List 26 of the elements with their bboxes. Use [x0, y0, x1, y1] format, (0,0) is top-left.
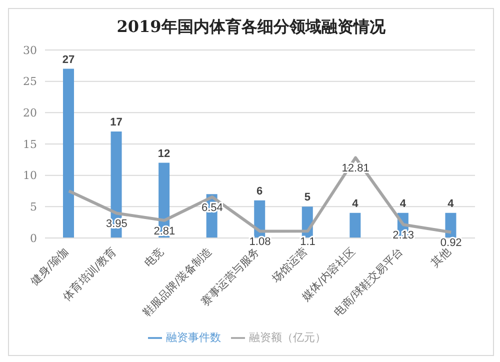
bar [445, 212, 456, 238]
data-label: 4 [448, 198, 455, 210]
y-tick-label: 0 [30, 232, 37, 245]
legend-label: 融资额（亿元） [249, 331, 326, 344]
y-tick-label: 15 [23, 138, 37, 151]
y-tick-label: 5 [30, 200, 37, 214]
data-label: 17 [110, 116, 122, 128]
x-tick-label: 电竞 [142, 244, 167, 270]
y-tick-label: 30 [23, 44, 37, 57]
data-label: 4 [400, 198, 407, 210]
data-label: 12.81 [342, 162, 370, 175]
data-label: 5 [304, 192, 310, 204]
x-tick-label: 健身/瑜伽 [28, 244, 72, 288]
data-label: 2.13 [392, 230, 414, 242]
data-label: 27 [62, 54, 75, 66]
legend-label: 融资事件数 [166, 331, 221, 344]
data-label: 4 [352, 198, 360, 210]
data-label: 6 [256, 185, 263, 198]
chart-title: 2019年国内体育各细分领域融资情况 [116, 17, 386, 38]
y-tick-label: 10 [23, 169, 37, 182]
bar [63, 68, 74, 238]
bar [350, 212, 361, 238]
y-tick-label: 25 [23, 75, 37, 88]
y-tick-label: 20 [23, 106, 37, 120]
data-label: 12 [158, 148, 170, 160]
data-label: 1.08 [249, 236, 271, 248]
